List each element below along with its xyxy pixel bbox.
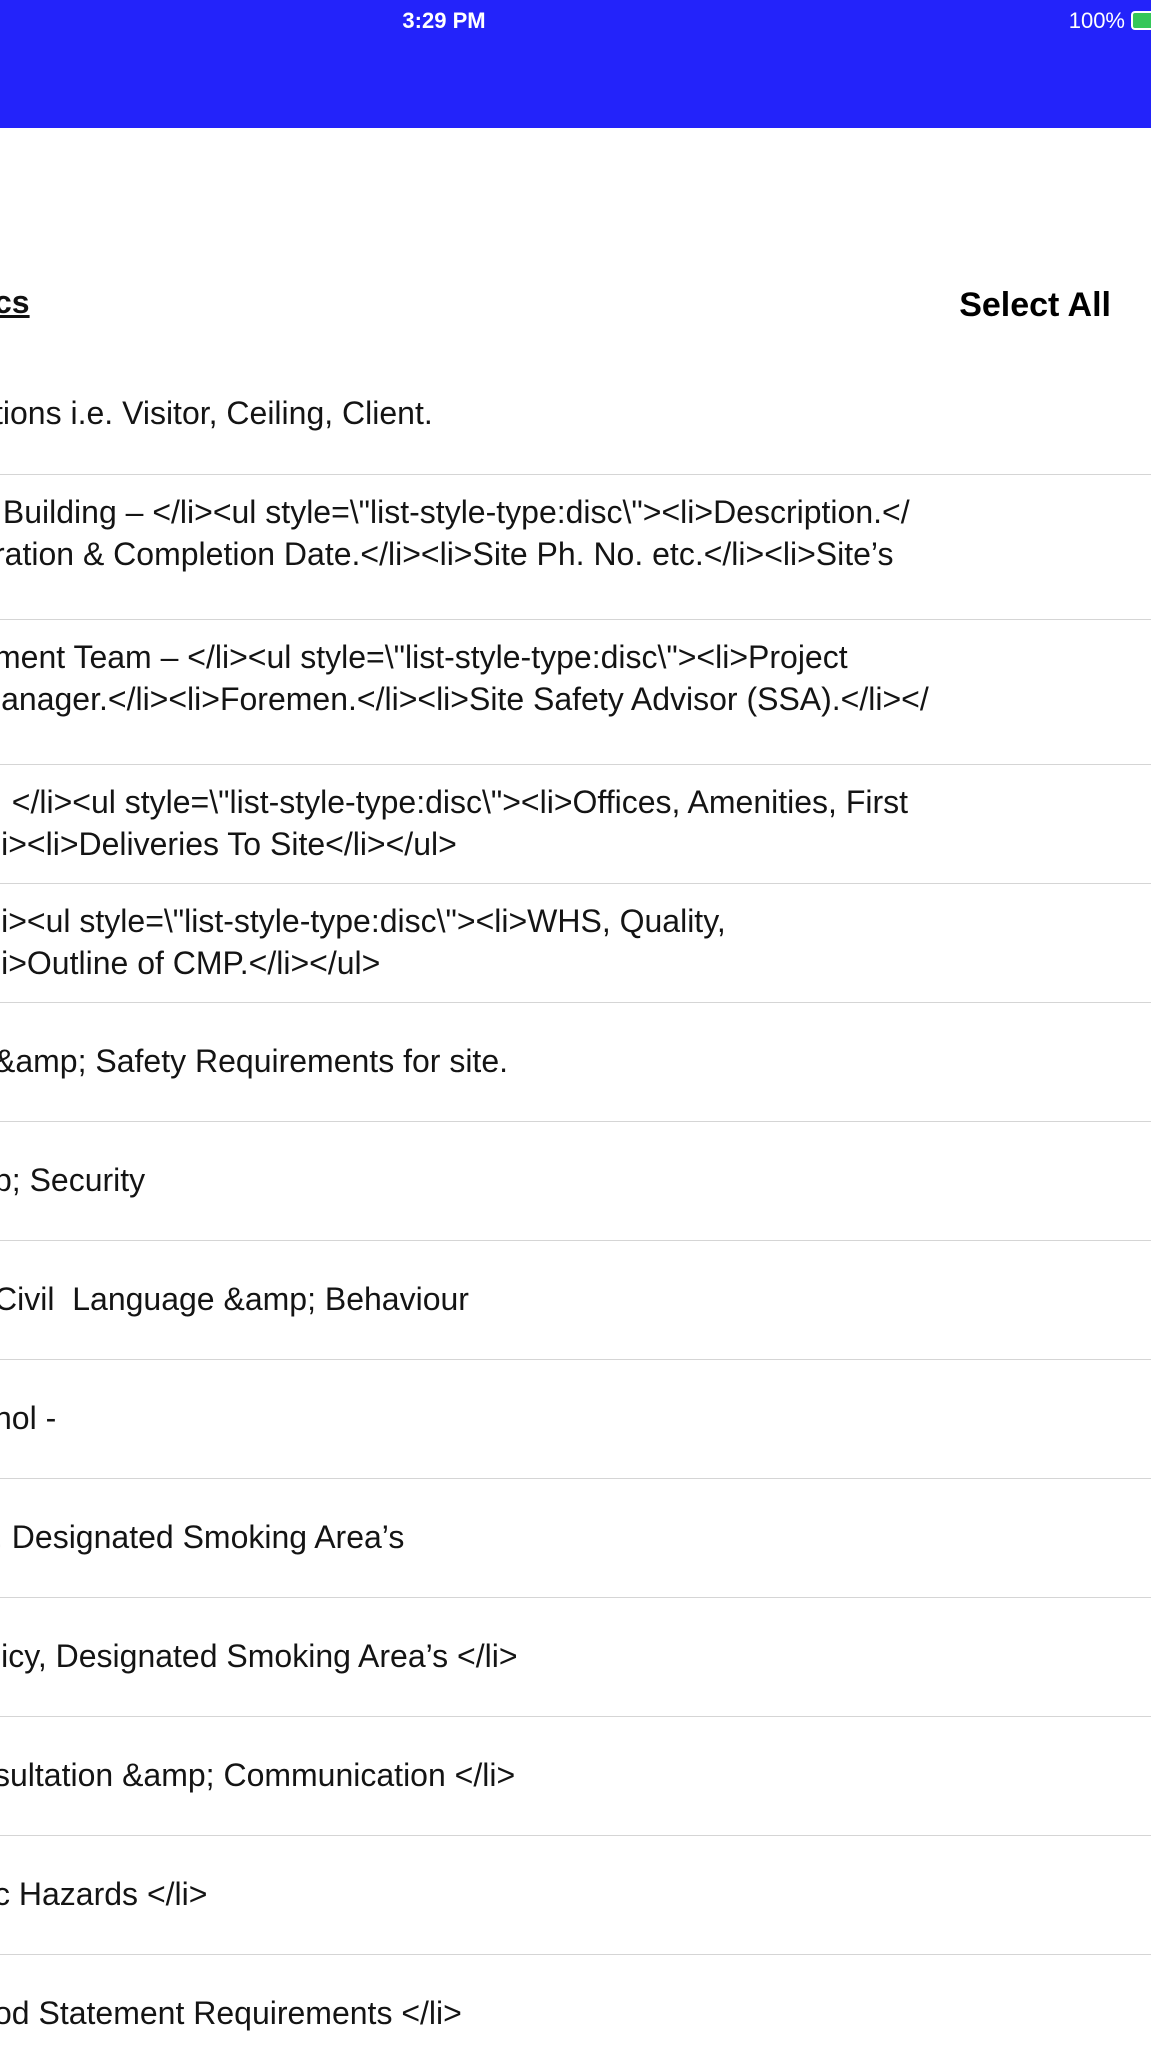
list-item[interactable]: li><ul style=\"list-style-type:disc\"><l…: [0, 884, 1151, 1003]
list-item[interactable]: sultation &amp; Communication </li>: [0, 1717, 1151, 1836]
list-item-text: ment Team – </li><ul style=\"list-style-…: [0, 639, 929, 717]
topic-list: tions i.e. Visitor, Ceiling, Client. Bui…: [0, 356, 1151, 2048]
list-item-text: hol -: [0, 1400, 57, 1436]
list-item-text: sultation &amp; Communication </li>: [0, 1757, 516, 1793]
status-time: 3:29 PM: [402, 8, 486, 33]
list-item[interactable]: licy, Designated Smoking Area’s </li>: [0, 1598, 1151, 1717]
list-item-text: licy, Designated Smoking Area’s </li>: [0, 1638, 518, 1674]
list-item-text: Building – </li><ul style=\"list-style-t…: [0, 494, 910, 572]
list-item[interactable]: ment Team – </li><ul style=\"list-style-…: [0, 620, 1151, 765]
list-item[interactable]: p; Security: [0, 1122, 1151, 1241]
list-item-text: Civil Language &amp; Behaviour: [0, 1281, 469, 1317]
status-bar: 3:29 PM 100%: [0, 0, 1151, 128]
list-item-text: </li><ul style=\"list-style-type:disc\">…: [0, 784, 909, 862]
list-item[interactable]: </li><ul style=\"list-style-type:disc\">…: [0, 765, 1151, 884]
select-all-button[interactable]: Select All: [959, 286, 1111, 324]
battery-percent: 100%: [1068, 8, 1125, 33]
list-item[interactable]: od Statement Requirements </li>: [0, 1955, 1151, 2048]
list-item-text: , Designated Smoking Area’s: [0, 1519, 405, 1555]
section-title: cs: [0, 284, 30, 320]
list-item-text: tions i.e. Visitor, Ceiling, Client.: [0, 395, 433, 431]
list-item[interactable]: hol -: [0, 1360, 1151, 1479]
list-header: cs Select All: [0, 260, 1151, 350]
list-item[interactable]: Building – </li><ul style=\"list-style-t…: [0, 475, 1151, 620]
list-item[interactable]: &amp; Safety Requirements for site.: [0, 1003, 1151, 1122]
list-item-text: li><ul style=\"list-style-type:disc\"><l…: [0, 903, 726, 981]
list-item[interactable]: , Designated Smoking Area’s: [0, 1479, 1151, 1598]
list-item-text: c Hazards </li>: [0, 1876, 208, 1912]
list-item[interactable]: Civil Language &amp; Behaviour: [0, 1241, 1151, 1360]
list-item[interactable]: c Hazards </li>: [0, 1836, 1151, 1955]
battery-icon: [1131, 11, 1151, 30]
list-item-text: &amp; Safety Requirements for site.: [0, 1043, 508, 1079]
list-item[interactable]: tions i.e. Visitor, Ceiling, Client.: [0, 356, 1151, 475]
list-item-text: od Statement Requirements </li>: [0, 1995, 462, 2031]
list-item-text: p; Security: [0, 1162, 146, 1198]
